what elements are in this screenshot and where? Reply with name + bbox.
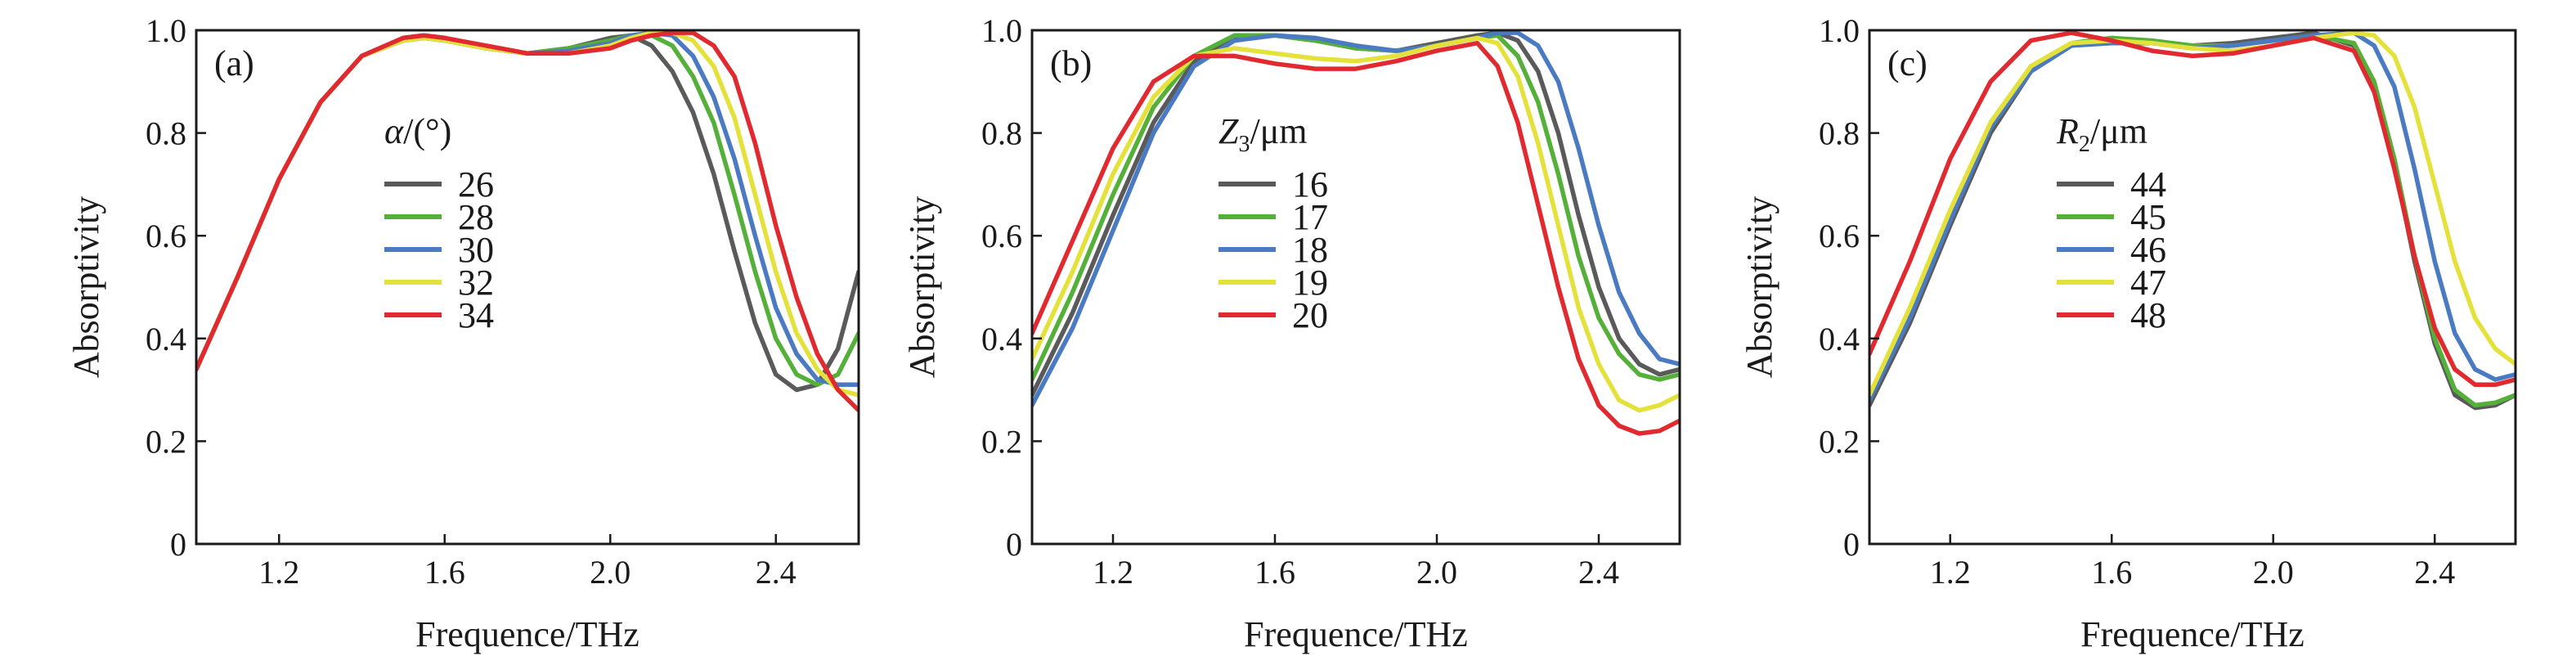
series-line-46 [1869, 30, 2515, 402]
legend-label: 19 [1292, 263, 1328, 303]
legend-label: 46 [2130, 230, 2166, 270]
legend-label: 32 [458, 263, 494, 303]
x-tick-label: 2.4 [1578, 554, 1619, 591]
plot-frame [1030, 29, 1681, 546]
y-axis-label: Absorptivity [1739, 196, 1779, 378]
series-line-32 [196, 30, 859, 398]
x-tick-label: 2.0 [590, 554, 631, 591]
panel-label: (a) [214, 43, 254, 83]
y-axis-label: Absorptivity [902, 196, 942, 378]
series-line-44 [1869, 30, 2515, 411]
legend-label: 47 [2130, 263, 2166, 303]
x-tick-label: 1.2 [1930, 554, 1971, 591]
y-tick-label: 0.8 [981, 115, 1022, 152]
series-group [1869, 30, 2515, 411]
x-tick-label: 2.0 [1416, 554, 1457, 591]
panel-label: (c) [1887, 43, 1928, 83]
y-tick-label: 0.4 [1819, 321, 1860, 357]
series-line-16 [1032, 30, 1680, 398]
x-axis-label: Frequence/THz [415, 614, 640, 654]
legend-label: 30 [458, 230, 494, 270]
legend-label: 26 [458, 164, 494, 204]
chart-panel-2: 0 0.2 0.4 0.6 0.8 1.0 1.2 1.6 2.0 2.4 Frequence/TH… [902, 12, 1681, 654]
series-line-47 [1869, 30, 2515, 398]
series-line-45 [1869, 33, 2515, 408]
legend-label: 48 [2130, 295, 2166, 335]
y-tick-label: 0.6 [1819, 218, 1860, 254]
y-tick-label: 0.8 [1819, 115, 1860, 152]
chart-panel-3: 0 0.2 0.4 0.6 0.8 1.0 1.2 1.6 2.0 2.4 Frequence/TH… [1739, 12, 2517, 654]
x-tick-label: 2.0 [2253, 554, 2294, 591]
series-line-34 [196, 30, 859, 413]
y-tick-label: 0.2 [1819, 423, 1860, 460]
legend-label: 44 [2130, 164, 2166, 204]
y-tick-label: 1.0 [146, 12, 186, 49]
plot-frame [195, 29, 860, 546]
x-tick-label: 1.6 [2091, 554, 2132, 591]
series-group [196, 30, 859, 413]
y-tick-label: 0.2 [146, 423, 186, 460]
y-tick-label: 1.0 [981, 12, 1022, 49]
x-axis-label: Frequence/THz [2080, 614, 2304, 654]
plot-frame [1868, 29, 2517, 546]
y-tick-label: 0.6 [981, 218, 1022, 254]
series-line-20 [1032, 40, 1680, 436]
x-tick-label: 1.6 [424, 554, 465, 591]
legend-label: 17 [1292, 197, 1328, 237]
legend-label: 20 [1292, 295, 1328, 335]
legend-label: 45 [2130, 197, 2166, 237]
legend-label: 18 [1292, 230, 1328, 270]
legend-label: 34 [458, 295, 494, 335]
legend-title: α/(°) [384, 111, 451, 151]
x-tick-label: 2.4 [756, 554, 797, 591]
panel-label: (b) [1050, 43, 1092, 83]
y-tick-label: 0 [1843, 526, 1860, 563]
series-line-18 [1032, 30, 1680, 408]
legend-label: 16 [1292, 164, 1328, 204]
x-tick-label: 1.6 [1254, 554, 1295, 591]
y-tick-label: 0.2 [981, 423, 1022, 460]
y-tick-label: 0.4 [146, 321, 186, 357]
y-tick-label: 0 [1006, 526, 1022, 563]
y-tick-label: 0.4 [981, 321, 1022, 357]
y-tick-label: 1.0 [1819, 12, 1860, 49]
y-axis-label: Absorptivity [66, 196, 106, 378]
chart-panel-1: 0 0.2 0.4 0.6 0.8 1.0 1.2 1.6 2.0 2.4 Frequence/TH… [66, 12, 860, 654]
legend-title: R2/μm [2056, 111, 2147, 157]
x-tick-label: 2.4 [2414, 554, 2455, 591]
x-axis-label: Frequence/THz [1244, 614, 1468, 654]
series-line-19 [1032, 35, 1680, 413]
series-line-48 [1869, 30, 2515, 388]
y-tick-label: 0.8 [146, 115, 186, 152]
legend-label: 28 [458, 197, 494, 237]
series-group [1032, 30, 1680, 436]
legend-title: Z3/μm [1218, 111, 1308, 157]
x-tick-label: 1.2 [258, 554, 299, 591]
y-tick-label: 0 [170, 526, 186, 563]
series-line-17 [1032, 33, 1680, 382]
y-tick-label: 0.6 [146, 218, 186, 254]
x-tick-label: 1.2 [1093, 554, 1133, 591]
